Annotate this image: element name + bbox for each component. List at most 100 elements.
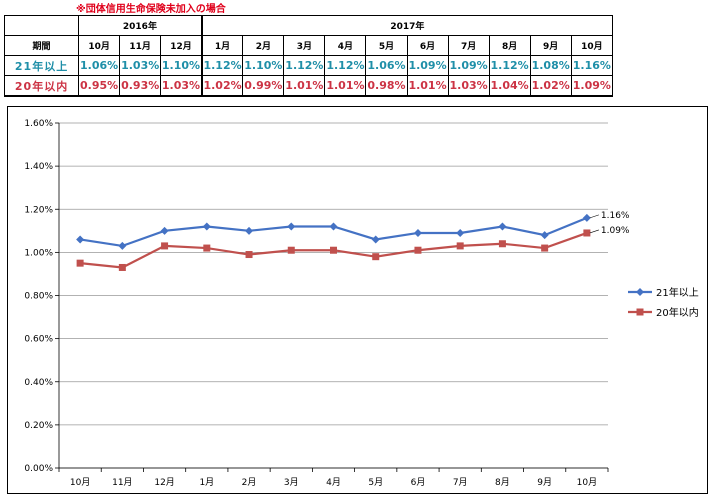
data-point — [118, 241, 127, 250]
legend-marker — [636, 288, 644, 296]
period-label: 期間 — [3, 35, 80, 56]
data-label-leader — [589, 229, 599, 234]
x-tick-label: 12月 — [154, 477, 174, 488]
rate-cell: 1.01% — [324, 75, 367, 97]
month-header: 2月 — [242, 35, 285, 56]
rate-cell: 1.01% — [283, 75, 326, 97]
data-point — [329, 222, 338, 231]
data-point — [456, 242, 464, 250]
rate-cell: 1.06% — [78, 55, 121, 76]
month-header: 3月 — [283, 35, 326, 56]
rate-cell: 1.02% — [529, 75, 572, 97]
y-tick-label: 0.80% — [24, 292, 53, 302]
data-point — [160, 226, 169, 235]
month-header: 8月 — [488, 35, 531, 56]
rate-cell: 0.95% — [78, 75, 121, 97]
data-point — [456, 228, 465, 237]
data-label: 1.09% — [601, 226, 630, 236]
rate-row-21: 21年以上 1.06% 1.03% 1.10% 1.12% 1.10% 1.12% 1.12… — [3, 55, 614, 76]
data-point — [245, 226, 254, 235]
month-header: 9月 — [529, 35, 572, 56]
year-2016-header: 2016年 — [78, 15, 203, 36]
data-point — [498, 222, 507, 231]
data-point — [287, 246, 295, 254]
rate-cell: 1.03% — [119, 55, 162, 76]
rate-table: 2016年 2017年 期間 10月 11月 12月 1月 2月 3月 4月 5月 6月 7月 8月… — [3, 15, 614, 97]
x-tick-label: 3月 — [284, 477, 299, 488]
chart-frame: 0.00% 0.20% 0.40% 0.60% 0.80% 1.00% 1.20% 1.40%… — [7, 106, 708, 494]
data-point — [161, 242, 169, 250]
rate-cell: 1.03% — [447, 75, 490, 97]
rate-cell: 1.09% — [570, 75, 614, 97]
x-tick-label: 5月 — [368, 477, 383, 488]
month-header: 10月 — [78, 35, 121, 56]
month-header: 7月 — [447, 35, 490, 56]
rate-cell: 1.12% — [200, 55, 244, 76]
month-header: 6月 — [406, 35, 449, 56]
x-tick-label: 10月 — [70, 477, 90, 488]
data-point — [372, 253, 380, 261]
corner-cell — [3, 15, 80, 36]
rate-cell: 1.08% — [529, 55, 572, 76]
rate-row-20: 20年以内 0.95% 0.93% 1.03% 1.02% 0.99% 1.01% 1.01… — [3, 75, 614, 97]
rate-cell: 1.02% — [200, 75, 244, 97]
line-chart: 0.00% 0.20% 0.40% 0.60% 0.80% 1.00% 1.20% 1.40%… — [24, 119, 699, 488]
data-point — [287, 222, 296, 231]
y-tick-label: 1.00% — [24, 248, 53, 258]
y-tick-label: 1.60% — [24, 119, 53, 129]
data-point — [203, 244, 211, 252]
data-point — [245, 251, 253, 259]
rate-cell: 1.12% — [324, 55, 367, 76]
month-header: 1月 — [200, 35, 244, 56]
rate-cell: 1.01% — [406, 75, 449, 97]
rate-cell: 1.12% — [283, 55, 326, 76]
rate-cell: 1.09% — [406, 55, 449, 76]
note-text: ※団体信用生命保険未加入の場合 — [76, 4, 226, 15]
data-point — [498, 240, 506, 248]
x-tick-label: 10月 — [577, 477, 597, 488]
data-point — [202, 222, 211, 231]
month-header: 12月 — [160, 35, 203, 56]
y-tick-label: 1.40% — [24, 162, 53, 172]
series-line — [79, 216, 588, 248]
y-tick-label: 0.60% — [24, 335, 53, 345]
data-point — [76, 259, 84, 267]
x-tick-label: 7月 — [453, 477, 468, 488]
row-label-21: 21年以上 — [3, 55, 80, 76]
y-tick-label: 0.20% — [24, 421, 53, 431]
x-tick-label: 6月 — [411, 477, 426, 488]
x-tick-label: 2月 — [242, 477, 257, 488]
legend-label: 21年以上 — [656, 286, 699, 299]
rate-cell: 1.03% — [160, 75, 203, 97]
rate-cell: 1.16% — [570, 55, 614, 76]
data-point — [414, 246, 422, 254]
data-point — [413, 228, 422, 237]
month-header: 5月 — [365, 35, 408, 56]
data-point — [583, 229, 591, 237]
rate-cell: 0.93% — [119, 75, 162, 97]
rate-cell: 1.04% — [488, 75, 531, 97]
x-tick-label: 1月 — [199, 477, 214, 488]
rate-cell: 1.12% — [488, 55, 531, 76]
legend-marker — [636, 308, 644, 316]
x-tick-label: 4月 — [326, 477, 341, 488]
rate-cell: 1.06% — [365, 55, 408, 76]
row-label-20: 20年以内 — [3, 75, 80, 97]
data-point — [541, 244, 549, 252]
rate-cell: 0.98% — [365, 75, 408, 97]
x-tick-label: 11月 — [112, 477, 132, 488]
data-point — [371, 235, 380, 244]
data-label-leader — [589, 214, 599, 219]
month-header: 11月 — [119, 35, 162, 56]
x-tick-label: 9月 — [537, 477, 552, 488]
data-point — [582, 213, 591, 222]
y-tick-label: 0.40% — [24, 378, 53, 388]
month-header: 4月 — [324, 35, 367, 56]
data-point — [118, 263, 126, 271]
rate-cell: 1.10% — [242, 55, 285, 76]
data-point — [76, 235, 85, 244]
rate-cell: 1.10% — [160, 55, 203, 76]
rate-cell: 0.99% — [242, 75, 285, 97]
year-header-row: 2016年 2017年 — [3, 15, 613, 36]
x-tick-label: 8月 — [495, 477, 510, 488]
